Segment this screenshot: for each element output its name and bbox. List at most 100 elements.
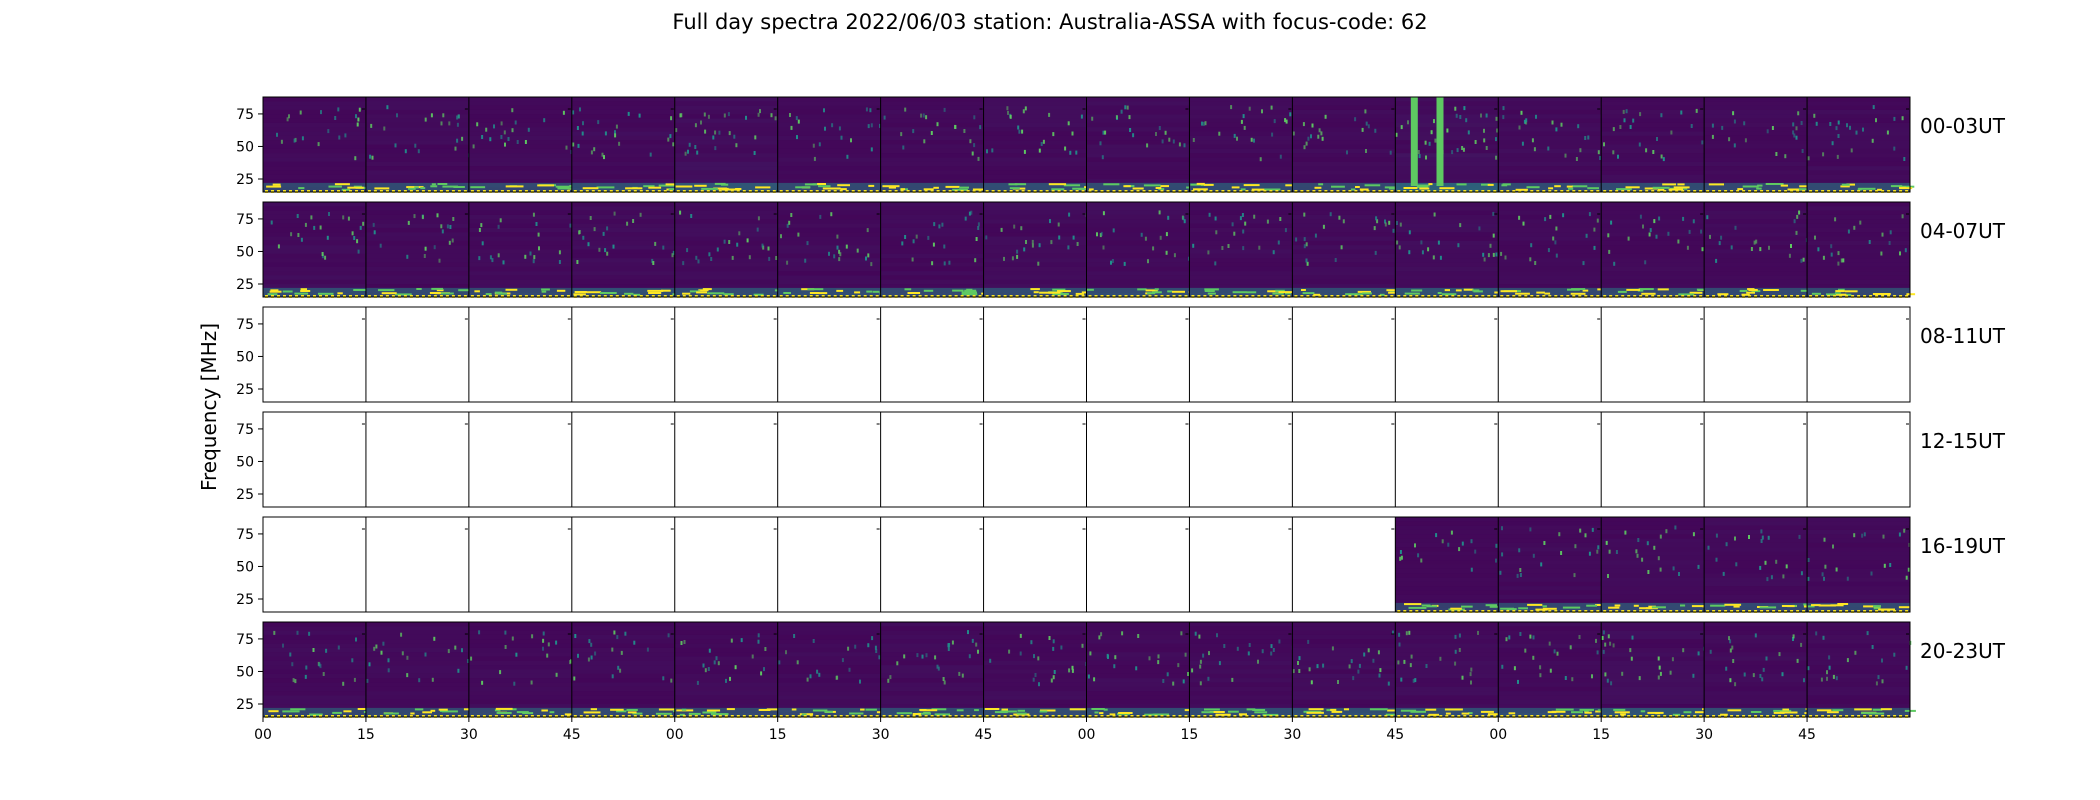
spectrum-band xyxy=(1395,568,1499,574)
spectrum-burst xyxy=(1243,125,1246,130)
spectrum-band xyxy=(983,284,1087,289)
rfi-line xyxy=(1246,291,1257,294)
spectrum-band xyxy=(1292,262,1396,267)
spectrum-burst xyxy=(1573,573,1576,578)
spectrum-burst xyxy=(347,216,350,221)
spectrum-burst xyxy=(874,645,877,650)
rfi-line xyxy=(1425,708,1437,711)
spectrum-band xyxy=(983,665,1087,670)
spectrum-band xyxy=(880,144,984,149)
spectrum-burst xyxy=(686,248,689,253)
spectrum-burst xyxy=(889,675,892,680)
spectrum-burst xyxy=(1523,119,1526,124)
spectrum-burst xyxy=(1682,648,1685,653)
rfi-line xyxy=(1437,292,1442,294)
spectrum-band xyxy=(880,634,984,640)
rfi-line xyxy=(1052,288,1066,291)
spectrum-band xyxy=(1292,135,1396,141)
spectrum-burst xyxy=(308,631,311,636)
spectrum-burst xyxy=(1822,255,1825,260)
spectrum-panel xyxy=(262,97,372,193)
spectrum-band xyxy=(777,708,881,713)
rfi-line xyxy=(1200,183,1214,186)
rfi-line xyxy=(688,712,701,715)
spectrum-burst xyxy=(461,648,463,653)
spectrum-band xyxy=(571,682,675,687)
spectrum-band xyxy=(1601,187,1705,192)
spectrum-burst xyxy=(1569,645,1572,650)
spectrum-burst xyxy=(915,234,918,239)
spectrum-burst xyxy=(1761,535,1764,540)
spectrum-burst xyxy=(1261,649,1264,654)
spectrum-burst xyxy=(1417,553,1420,558)
spectrum-band xyxy=(1704,210,1808,215)
rfi-line xyxy=(1834,292,1841,295)
spectrum-band xyxy=(1189,673,1293,679)
spectrum-band xyxy=(674,647,778,653)
spectrum-burst xyxy=(1881,658,1883,663)
spectrum-burst xyxy=(430,113,433,118)
spectrum-burst xyxy=(1270,651,1273,656)
spectrum-burst xyxy=(1052,675,1055,680)
spectrum-band xyxy=(468,266,572,272)
spectrum-burst xyxy=(1183,143,1186,148)
x-tick-label: 15 xyxy=(1181,727,1199,743)
rfi-line xyxy=(1737,188,1744,191)
spectrum-burst xyxy=(875,649,878,653)
spectrum-band xyxy=(1807,564,1910,569)
empty-panel xyxy=(1395,307,1499,402)
spectrum-band xyxy=(880,673,984,679)
rfi-line xyxy=(1733,605,1740,608)
spectrum-band xyxy=(1704,275,1808,280)
spectrum-band xyxy=(1807,97,1910,102)
spectrum-burst xyxy=(593,147,596,152)
spectrum-burst xyxy=(1303,145,1306,150)
spectrum-burst xyxy=(297,233,300,237)
empty-panel xyxy=(1189,517,1293,612)
spectrum-burst xyxy=(598,247,601,252)
rfi-line xyxy=(1167,290,1173,293)
spectrum-band xyxy=(1395,577,1499,582)
rfi-line xyxy=(1240,188,1246,191)
spectrum-band xyxy=(1807,639,1910,644)
spectrum-background xyxy=(777,97,881,192)
spectrum-burst xyxy=(1785,564,1788,569)
radio-burst xyxy=(1410,97,1418,186)
spectrum-band xyxy=(571,262,675,267)
spectrum-band xyxy=(571,660,675,666)
rfi-line xyxy=(1016,712,1027,715)
spectrum-burst xyxy=(1855,130,1858,135)
spectrum-burst xyxy=(1709,234,1711,239)
spectrum-burst xyxy=(1604,642,1607,647)
spectrum-burst xyxy=(1647,570,1650,574)
spectrum-band xyxy=(1498,179,1602,184)
spectrum-band xyxy=(1498,708,1602,713)
spectrum-burst xyxy=(1451,150,1454,155)
spectrum-burst xyxy=(1801,149,1804,153)
spectrum-burst xyxy=(679,210,682,215)
rfi-line xyxy=(470,186,486,189)
spectrum-burst xyxy=(1303,244,1306,249)
spectrum-burst xyxy=(925,115,928,120)
spectrum-burst xyxy=(294,679,297,684)
spectrum-band xyxy=(1189,148,1293,154)
spectrum-band xyxy=(1395,210,1499,215)
spectrum-panel xyxy=(674,202,795,298)
spectrum-band xyxy=(1292,279,1396,285)
spectrum-band xyxy=(983,271,1087,276)
spectrum-band xyxy=(983,157,1087,162)
spectrum-burst xyxy=(1178,142,1181,147)
spectrum-band xyxy=(1704,626,1808,631)
rfi-line xyxy=(1204,708,1220,711)
spectrum-burst xyxy=(1662,157,1665,162)
spectrum-burst xyxy=(594,651,597,656)
spectrum-burst xyxy=(1638,676,1641,681)
spectrum-burst xyxy=(751,654,754,659)
rfi-line xyxy=(416,288,422,290)
spectrum-band xyxy=(571,626,675,631)
rfi-line xyxy=(1472,289,1480,292)
spectrum-band xyxy=(468,118,572,123)
spectrum-burst xyxy=(1692,532,1695,537)
spectrum-band xyxy=(1086,219,1190,224)
spectrum-band xyxy=(1601,686,1705,692)
